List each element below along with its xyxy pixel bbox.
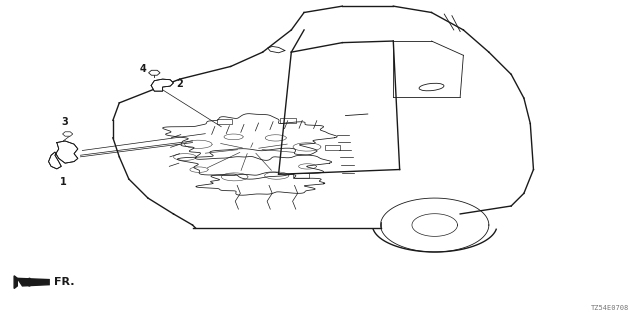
Polygon shape [49, 141, 78, 169]
Polygon shape [63, 132, 73, 136]
Polygon shape [151, 79, 173, 91]
Text: 3: 3 [61, 117, 68, 127]
Text: 2: 2 [177, 79, 184, 89]
Text: 1: 1 [60, 178, 67, 188]
Bar [217, 119, 232, 124]
Polygon shape [17, 278, 49, 286]
Bar [280, 118, 296, 123]
Bar [325, 145, 340, 150]
Polygon shape [148, 70, 160, 75]
Polygon shape [14, 276, 17, 288]
Bar [293, 173, 308, 178]
Text: FR.: FR. [54, 277, 74, 287]
Text: TZ54E0708: TZ54E0708 [591, 305, 629, 311]
Text: 4: 4 [140, 64, 146, 74]
